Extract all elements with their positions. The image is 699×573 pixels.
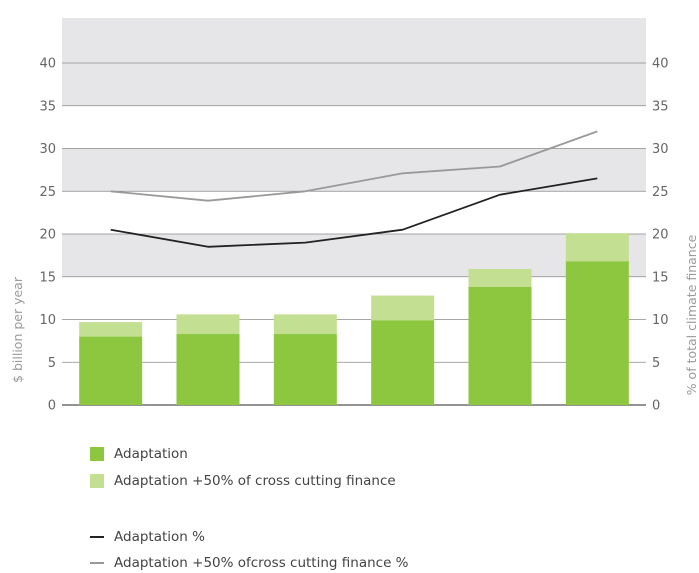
legend-swatch-adaptation (90, 447, 104, 461)
bar-cross-cutting (79, 322, 143, 337)
grid-band (62, 63, 646, 106)
legend-label: Adaptation +50% ofcross cutting finance … (114, 555, 409, 571)
y2-tick-label: 20 (652, 228, 669, 243)
y-tick-label: 10 (39, 313, 56, 328)
grid-band (62, 234, 646, 277)
y2-tick-label: 40 (652, 57, 669, 72)
legend-item-adaptation-cross-cutting-pct: Adaptation +50% ofcross cutting finance … (90, 553, 409, 573)
legend-label: Adaptation % (114, 529, 205, 545)
y-tick-label: 30 (39, 142, 56, 157)
bar-adaptation (371, 320, 435, 405)
y2-axis-title: % of total climate finance (684, 234, 699, 395)
y2-tick-label: 15 (652, 270, 669, 285)
bar-cross-cutting (273, 314, 337, 335)
y2-tick-label: 30 (652, 142, 669, 157)
y-tick-label: 25 (39, 185, 56, 200)
legend-item-adaptation-pct: Adaptation % (90, 527, 205, 547)
y-tick-label: 15 (39, 270, 56, 285)
bar-adaptation (176, 334, 240, 405)
line-adaptation-cross-cutting-pct (110, 130, 598, 202)
y2-tick-label: 0 (652, 399, 660, 414)
y2-tick-label: 25 (652, 185, 669, 200)
bar-adaptation (79, 336, 143, 405)
bar-adaptation (273, 334, 337, 405)
bar-cross-cutting (468, 269, 532, 288)
y2-tick-label: 5 (652, 356, 660, 371)
grid-band (62, 18, 646, 63)
line-adaptation-pct (110, 177, 598, 248)
y-axis-title: $ billion per year (10, 276, 25, 383)
bar-cross-cutting (565, 233, 629, 262)
y-tick-label: 40 (39, 57, 56, 72)
bar-cross-cutting (371, 295, 435, 321)
legend-swatch-adaptation-cross-cutting-pct (90, 562, 104, 564)
bar-adaptation (468, 287, 532, 405)
y-tick-label: 0 (48, 399, 56, 414)
legend-swatch-adaptation-cross-cutting (90, 474, 104, 488)
y-tick-label: 35 (39, 99, 56, 114)
legend-swatch-adaptation-pct (90, 536, 104, 538)
legend-item-adaptation: Adaptation (90, 444, 188, 464)
legend-item-adaptation-cross-cutting: Adaptation +50% of cross cutting finance (90, 471, 396, 491)
climate-finance-chart: 0 5 10 15 20 25 30 35 40 0 5 10 15 20 25 30 35 40 $ billi… (10, 18, 699, 414)
legend-label: Adaptation (114, 446, 188, 462)
y2-tick-label: 10 (652, 313, 669, 328)
grid-band (62, 148, 646, 192)
y-tick-label: 20 (39, 228, 56, 243)
legend-label: Adaptation +50% of cross cutting finance (114, 473, 396, 489)
y2-tick-label: 35 (652, 99, 669, 114)
bar-cross-cutting (176, 314, 240, 335)
bar-adaptation (565, 261, 629, 405)
y-tick-label: 5 (48, 356, 56, 371)
